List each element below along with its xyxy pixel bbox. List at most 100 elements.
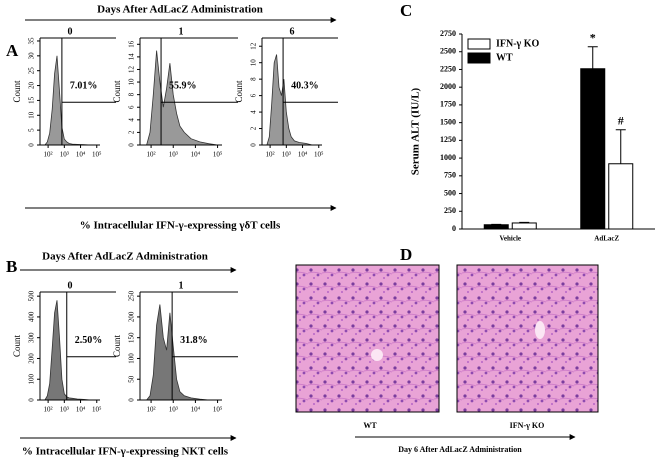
x-tick-label: AdLacZ <box>594 235 619 243</box>
x-tick-label: 10³ <box>60 406 69 414</box>
histology-image <box>456 264 599 413</box>
y-tick-label: 6 <box>128 105 136 109</box>
y-axis-label: Count <box>12 80 22 103</box>
y-tick-label: 1250 <box>440 135 456 144</box>
histogram-area <box>44 300 97 401</box>
image-label: IFN-γ KO <box>510 421 545 430</box>
y-axis-label: Count <box>234 80 244 103</box>
x-tick-label: 10³ <box>282 151 291 159</box>
y-tick-label: 0 <box>452 224 456 233</box>
axes <box>39 38 100 146</box>
y-tick-label: 4 <box>250 110 258 114</box>
y-tick-label: 1500 <box>440 117 456 126</box>
y-tick-label: 25 <box>28 67 36 75</box>
gate-percent: 55.9% <box>169 80 197 91</box>
histogram-area <box>44 55 97 146</box>
plot-title: 0 <box>68 280 73 291</box>
legend-swatch <box>467 38 491 50</box>
y-tick-label: 1750 <box>440 100 456 109</box>
panel-header: Days After AdLacZ Administration <box>42 251 208 263</box>
y-tick-label: 200 <box>28 353 36 364</box>
histology-image <box>295 264 440 413</box>
image-label: WT <box>363 421 377 430</box>
y-tick-label: 150 <box>128 332 136 343</box>
y-tick-label: 35 <box>28 37 36 45</box>
y-tick-label: 5 <box>28 128 36 132</box>
axes <box>261 38 322 146</box>
plot-title: 1 <box>179 26 184 37</box>
legend-label: WT <box>496 52 513 63</box>
x-tick-label: Vehicle <box>499 235 521 243</box>
y-tick-label: 200 <box>128 311 136 322</box>
y-tick-label: 12 <box>250 42 258 50</box>
vessel <box>371 349 383 361</box>
legend-swatch <box>467 52 491 64</box>
image-caption: Day 6 After AdLacZ Administration <box>398 445 522 454</box>
x-tick-label: 10⁵ <box>92 406 102 414</box>
y-tick-label: 6 <box>250 93 258 97</box>
y-tick-label: 20 <box>28 82 36 90</box>
gate-percent: 7.01% <box>70 80 98 91</box>
y-tick-label: 250 <box>128 290 136 301</box>
x-tick-label: 10⁵ <box>92 151 102 159</box>
panel-label: D <box>400 245 412 264</box>
histogram-area <box>266 54 319 146</box>
y-tick-label: 2250 <box>440 64 456 73</box>
x-tick-label: 10³ <box>60 151 69 159</box>
x-tick-label: 10⁴ <box>76 406 86 414</box>
y-tick-label: 0 <box>128 143 136 147</box>
y-tick-label: 30 <box>28 52 36 60</box>
axes <box>139 292 222 401</box>
legend-label: IFN-γ KO <box>496 38 540 49</box>
y-tick-label: 10 <box>250 59 258 67</box>
x-tick-label: 10⁴ <box>191 151 201 159</box>
x-tick-label: 10⁵ <box>213 406 223 414</box>
gate-percent: 2.50% <box>75 335 103 346</box>
panel-label: B <box>6 257 17 276</box>
y-tick-label: 0 <box>28 398 36 402</box>
y-tick-label: 1000 <box>440 153 456 162</box>
axes <box>461 34 655 230</box>
y-tick-label: 500 <box>444 188 456 197</box>
significance-mark: * <box>590 31 596 45</box>
y-tick-label: 0 <box>250 143 258 147</box>
y-tick-label: 250 <box>444 206 456 215</box>
y-axis-label: Count <box>112 335 122 358</box>
y-tick-label: 50 <box>128 375 136 383</box>
y-tick-label: 300 <box>28 332 36 343</box>
y-tick-label: 15 <box>28 96 36 104</box>
plot-title: 6 <box>290 26 295 37</box>
y-tick-label: 16 <box>128 40 136 48</box>
x-tick-label: 10² <box>44 151 53 159</box>
panel-footer: % Intracellular IFN-γ-expressing NKT cel… <box>22 446 229 458</box>
y-tick-label: 14 <box>128 53 136 61</box>
x-tick-label: 10³ <box>169 406 178 414</box>
x-tick-label: 10² <box>266 151 275 159</box>
y-tick-label: 2500 <box>440 47 456 56</box>
y-axis-label: Count <box>12 335 22 358</box>
y-axis-label: Serum ALT (IU/L) <box>410 87 422 175</box>
y-tick-label: 750 <box>444 171 456 180</box>
y-tick-label: 8 <box>128 92 136 96</box>
panel-header: Days After AdLacZ Administration <box>97 4 263 16</box>
error-bar <box>519 221 530 223</box>
x-tick-label: 10³ <box>169 151 178 159</box>
histogram-area <box>146 50 218 146</box>
gate-percent: 40.3% <box>291 80 319 91</box>
vessel <box>535 321 545 339</box>
y-tick-label: 0 <box>128 398 136 402</box>
significance-mark: # <box>618 113 624 127</box>
y-tick-label: 4 <box>128 118 136 122</box>
axes <box>39 292 100 401</box>
y-tick-label: 2 <box>128 130 136 134</box>
y-tick-label: 8 <box>250 77 258 81</box>
y-tick-label: 2750 <box>440 29 456 38</box>
y-tick-label: 100 <box>28 373 36 384</box>
x-tick-label: 10⁴ <box>191 406 201 414</box>
bar <box>511 222 537 230</box>
x-tick-label: 10² <box>147 151 156 159</box>
y-tick-label: 500 <box>28 290 36 301</box>
x-tick-label: 10⁵ <box>314 151 324 159</box>
y-tick-label: 12 <box>128 65 136 73</box>
